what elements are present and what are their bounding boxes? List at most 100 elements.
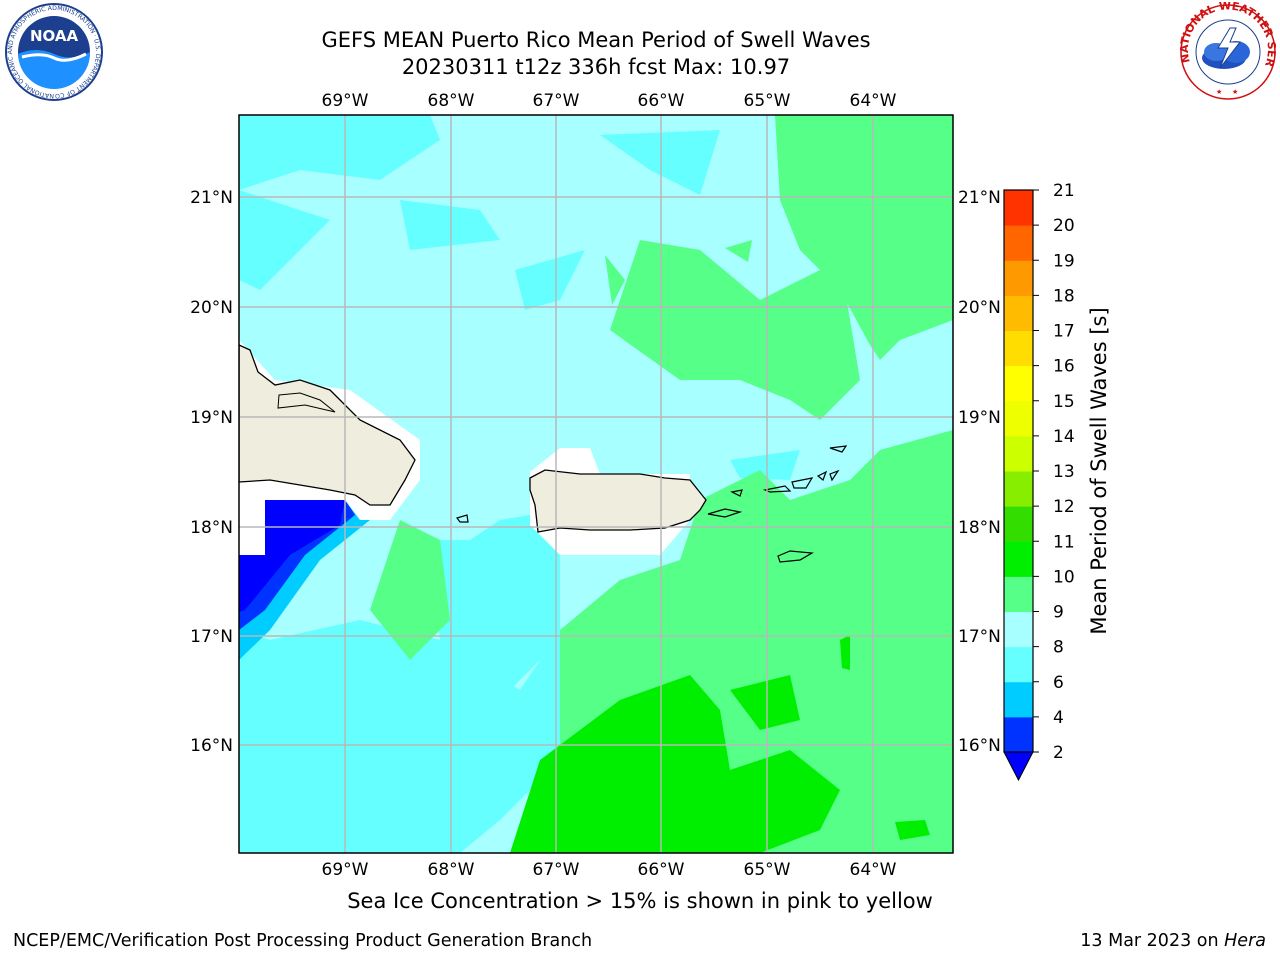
contour-6-8-5 <box>430 510 560 700</box>
tortuga-land <box>277 392 336 413</box>
map-subtitle: 20230311 t12z 336h fcst Max: 10.97 <box>401 55 791 79</box>
colorbar-bin <box>1004 646 1033 683</box>
island-0 <box>456 514 469 523</box>
colorbar-bin <box>1004 190 1033 226</box>
lat-label-left: 18°N <box>190 518 233 538</box>
contour-9-10-3 <box>370 520 450 660</box>
lon-label-bottom: 67°W <box>533 860 580 880</box>
hispaniola-land <box>239 344 416 506</box>
colorbar-tick-label: 8 <box>1053 638 1064 658</box>
lon-label-top: 65°W <box>744 91 791 111</box>
lat-label-left: 21°N <box>190 188 233 208</box>
lon-label-top: 67°W <box>533 91 580 111</box>
colorbar-bin <box>1004 260 1033 296</box>
lon-label-top: 68°W <box>428 91 475 111</box>
island-3 <box>762 485 792 493</box>
lat-label-right: 19°N <box>958 408 1001 428</box>
island-8 <box>829 469 840 482</box>
svg-text:NOAA: NOAA <box>30 27 79 45</box>
footer-date-text: 13 Mar 2023 on <box>1080 931 1225 951</box>
lat-label-right: 16°N <box>958 736 1001 756</box>
contour-6-8-6 <box>600 130 720 195</box>
lat-label-left: 20°N <box>190 298 233 318</box>
colorbar-bin <box>1004 716 1033 753</box>
lon-label-bottom: 68°W <box>428 860 475 880</box>
footer-date: 13 Mar 2023 on Hera <box>1080 931 1266 951</box>
colorbar-tick-label: 10 <box>1053 567 1075 587</box>
colorbar-bin <box>1004 400 1033 437</box>
lon-label-top: 69°W <box>322 91 369 111</box>
sea-ice-note: Sea Ice Concentration > 15% is shown in … <box>347 889 933 913</box>
island-7 <box>777 550 814 563</box>
contour-6-8-3 <box>515 250 585 310</box>
nws-logo: NATIONAL WEATHER SERVICE ★ ★ <box>1176 2 1278 100</box>
svg-text:★: ★ <box>1232 88 1238 96</box>
contour-6-8-2 <box>400 200 500 250</box>
colorbar-bin <box>1004 471 1033 507</box>
colorbar-tick-label: 15 <box>1053 392 1075 412</box>
noaa-logo: NATIONAL OCEANIC AND ATMOSPHERIC ADMINIS… <box>2 2 103 101</box>
contour-9-10-1 <box>610 240 860 420</box>
contour-below-2 <box>239 500 345 612</box>
puerto-rico-land <box>529 469 707 533</box>
island-6 <box>829 445 848 453</box>
colorbar-tick-label: 6 <box>1053 673 1064 693</box>
lon-label-bottom: 66°W <box>638 860 685 880</box>
lat-label-right: 17°N <box>958 627 1001 647</box>
footer-host: Hera <box>1224 931 1266 951</box>
contour-9-10-4 <box>605 255 625 305</box>
colorbar-extend-arrow <box>1003 751 1034 782</box>
colorbar-tick-label: 11 <box>1053 532 1075 552</box>
colorbar-title: Mean Period of Swell Waves [s] <box>1087 307 1111 634</box>
svg-text:★: ★ <box>1216 88 1222 96</box>
colorbar-tick-label: 18 <box>1053 286 1075 306</box>
island-2 <box>730 489 743 497</box>
field-layer <box>239 115 953 853</box>
colorbar-bin <box>1004 681 1033 718</box>
colorbar-tick-label: 14 <box>1053 427 1075 447</box>
footer-credit: NCEP/EMC/Verification Post Processing Pr… <box>13 931 593 951</box>
lat-label-left: 16°N <box>190 736 233 756</box>
lat-label-left: 17°N <box>190 627 233 647</box>
colorbar-bin <box>1004 365 1033 402</box>
lon-label-top: 66°W <box>638 91 685 111</box>
colorbar-bin <box>1004 330 1033 367</box>
contour-9-10-0 <box>775 115 953 360</box>
contour-10-11-0 <box>510 675 840 853</box>
island-1 <box>707 508 743 518</box>
lat-label-right: 21°N <box>958 188 1001 208</box>
colorbar-tick-label: 9 <box>1053 603 1064 623</box>
colorbar-tick-label: 20 <box>1053 216 1075 236</box>
contour-6-8-7 <box>730 450 800 480</box>
colorbar-bin <box>1004 295 1033 331</box>
contour-6-8-1 <box>239 190 330 290</box>
colorbar-tick-label: 17 <box>1053 322 1075 342</box>
colorbar-tick-label: 16 <box>1053 357 1075 377</box>
colorbar-tick-label: 21 <box>1053 181 1075 201</box>
colorbar-bin <box>1004 435 1033 472</box>
island-4 <box>791 477 814 489</box>
map-title: GEFS MEAN Puerto Rico Mean Period of Swe… <box>321 28 871 52</box>
lon-label-bottom: 65°W <box>744 860 791 880</box>
contour-9-10-5 <box>725 240 752 262</box>
colorbar-tick-label: 13 <box>1053 462 1075 482</box>
colorbar-tick-label: 12 <box>1053 497 1075 517</box>
lat-label-right: 18°N <box>958 518 1001 538</box>
island-5 <box>816 470 828 481</box>
colorbar-tick-label: 19 <box>1053 251 1075 271</box>
contour-6-8-4 <box>239 610 600 853</box>
lon-label-bottom: 69°W <box>322 860 369 880</box>
map-frame <box>238 114 954 854</box>
lat-label-left: 19°N <box>190 408 233 428</box>
colorbar-tick-label: 4 <box>1053 708 1064 728</box>
lon-label-top: 64°W <box>850 91 897 111</box>
contour-6-8-0 <box>239 115 440 190</box>
colorbar-bin <box>1004 541 1033 577</box>
colorbar-tick-label: 2 <box>1053 743 1064 763</box>
colorbar-bin <box>1004 225 1033 261</box>
colorbar-bin <box>1004 576 1033 612</box>
contour-10-11-1 <box>730 675 800 730</box>
contour-10-11-3 <box>840 635 850 670</box>
lon-label-bottom: 64°W <box>850 860 897 880</box>
